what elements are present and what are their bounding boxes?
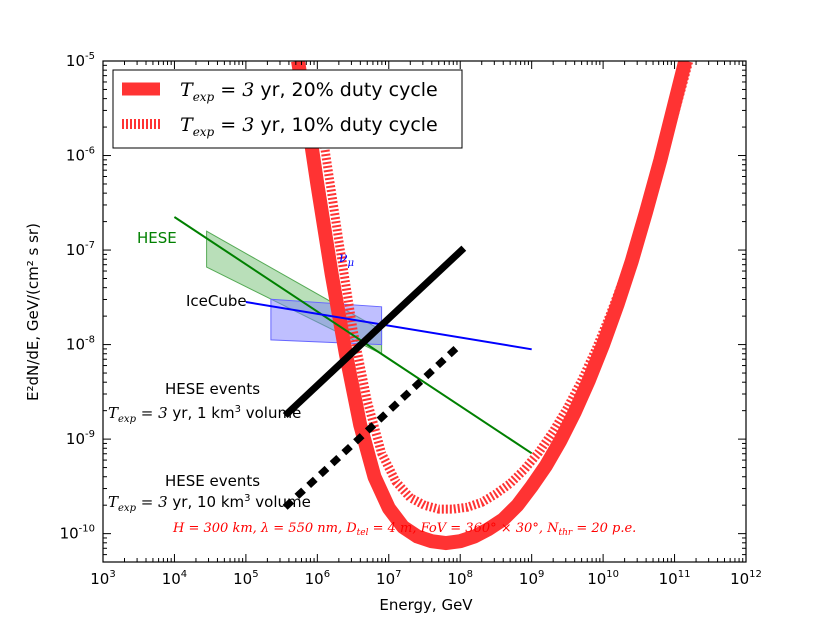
- x-tick-label: 108: [447, 569, 472, 588]
- y-tick-label: 10-7: [66, 240, 95, 259]
- legend-entry-1: Texp = 3 yr, 20% duty cycle: [180, 79, 438, 104]
- legend-box: [112, 69, 463, 149]
- x-tick-label: 1012: [730, 569, 762, 588]
- numu-label: νμ: [339, 250, 354, 269]
- plot-frame: [102, 60, 747, 563]
- hese-line: [173, 216, 533, 455]
- y-tick-label: 10-8: [66, 335, 95, 354]
- x-tick-label: 105: [233, 569, 258, 588]
- hese-events-10km3-line: [282, 342, 463, 510]
- x-tick-label: 104: [162, 569, 187, 588]
- parameters-annotation: H = 300 km, λ = 550 nm, Dtel = 4 m, FoV …: [172, 521, 636, 538]
- icecube-label: IceCube: [186, 292, 247, 310]
- x-tick-label: 1010: [587, 569, 619, 588]
- hese-events-1km3-line: [282, 245, 467, 419]
- y-axis-label: E²dN/dE, GeV/(cm² s sr): [24, 223, 42, 401]
- x-tick-label: 109: [519, 569, 544, 588]
- x-tick-label: 103: [90, 569, 115, 588]
- data-series: [173, 61, 694, 551]
- hese-label: HESE: [137, 229, 177, 247]
- y-tick-label: 10-5: [66, 51, 95, 70]
- x-axis-label: Energy, GeV: [379, 596, 473, 614]
- hese-events-1-detail: Texp = 3 yr, 1 km3 volume: [108, 404, 301, 425]
- icecube-line: [245, 301, 532, 351]
- x-tick-label: 106: [305, 569, 330, 588]
- legend-entry-2: Texp = 3 yr, 10% duty cycle: [180, 114, 438, 139]
- axis-ticks: 103 104 105 106 107 108 109 1010 1011 1012 10-10 10…: [60, 51, 762, 588]
- hese-events-1-title: HESE events: [165, 380, 260, 398]
- hese-events-2-title: HESE events: [165, 472, 260, 490]
- y-tick-label: 10-9: [66, 429, 95, 448]
- sensitivity-20pct-curve: [291, 61, 693, 551]
- legend: Texp = 3 yr, 20% duty cycle Texp = 3 yr,…: [112, 69, 463, 149]
- x-tick-label: 1011: [659, 569, 691, 588]
- hese-events-2-detail: Texp = 3 yr, 10 km3 volume: [108, 493, 311, 514]
- x-tick-label: 107: [376, 569, 401, 588]
- y-tick-label: 10-6: [66, 146, 95, 165]
- y-tick-label: 10-10: [60, 524, 95, 543]
